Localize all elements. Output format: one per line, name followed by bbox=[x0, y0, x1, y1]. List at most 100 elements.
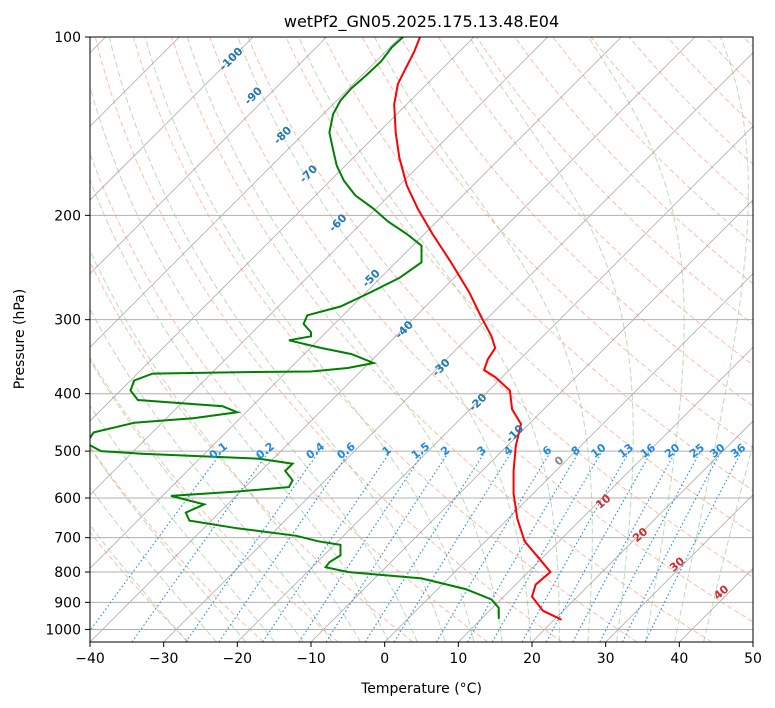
plot-frame bbox=[89, 36, 754, 643]
mixing-ratio-line bbox=[393, 450, 513, 642]
y-axis: 100 200 300 400 500 600 700 800 900 1000 bbox=[45, 30, 90, 638]
isotherm-line bbox=[90, 37, 622, 569]
isotherm-label: -30 bbox=[430, 356, 453, 379]
mixing-ratio-label: 36 bbox=[728, 441, 748, 461]
dry-adiabat-line bbox=[437, 37, 753, 366]
isotherm-label: -40 bbox=[393, 318, 416, 341]
moist-adiabat-line bbox=[108, 37, 446, 642]
moist-adiabat-line bbox=[298, 37, 560, 642]
y-tick-label: 300 bbox=[54, 313, 81, 329]
isotherm-line bbox=[752, 641, 753, 642]
moist-adiabat-line bbox=[587, 37, 685, 642]
moist-adiabat-line bbox=[144, 37, 475, 642]
moist-adiabat-line bbox=[374, 37, 593, 642]
y-tick-label: 500 bbox=[54, 444, 81, 460]
isotherm-line bbox=[531, 420, 753, 642]
mixing-ratio-label: 20 bbox=[662, 441, 682, 461]
isotherm-label: -90 bbox=[242, 84, 265, 107]
mixing-ratio-line bbox=[90, 450, 223, 632]
y-tick-label: 400 bbox=[54, 387, 81, 403]
y-tick-label: 800 bbox=[54, 565, 81, 581]
mixing-ratio-label: 1.5 bbox=[409, 440, 432, 462]
isotherm-line bbox=[90, 37, 254, 201]
isotherm-line bbox=[90, 37, 327, 275]
x-tick-label: 30 bbox=[597, 651, 615, 667]
dry-adiabat-line bbox=[323, 37, 753, 491]
mixing-ratio-line bbox=[131, 450, 270, 642]
chart-title: wetPf2_GN05.2025.175.13.48.E04 bbox=[284, 12, 559, 32]
isotherm-line bbox=[310, 199, 753, 642]
dry-adiabat-label: 30 bbox=[667, 554, 687, 574]
mixing-ratio-line bbox=[572, 450, 677, 642]
mixing-ratio-label: 25 bbox=[687, 441, 707, 461]
isotherm-lines bbox=[90, 37, 753, 642]
y-tick-label: 600 bbox=[54, 491, 81, 507]
dry-adiabat-line bbox=[285, 37, 753, 535]
x-tick-label: 50 bbox=[744, 651, 762, 667]
isotherm-line bbox=[605, 494, 753, 642]
dry-adiabat-label: 0 bbox=[552, 453, 566, 468]
dry-adiabat-line bbox=[514, 37, 753, 285]
moist-adiabat-line bbox=[90, 447, 247, 642]
x-tick-label: −40 bbox=[75, 651, 105, 667]
dry-adiabat-line bbox=[476, 37, 753, 325]
dry-adiabat-line bbox=[399, 37, 753, 407]
x-axis: −40 −30 −20 −10 0 10 20 30 40 50 bbox=[75, 642, 762, 667]
y-tick-label: 100 bbox=[54, 30, 81, 46]
dry-adiabat-line bbox=[743, 37, 753, 48]
mixing-ratio-label: 0.6 bbox=[334, 440, 358, 462]
dry-adiabat-line bbox=[171, 37, 712, 642]
sounding-profiles bbox=[90, 37, 562, 621]
y-tick-label: 900 bbox=[54, 595, 81, 611]
pressure-grid-lines bbox=[90, 37, 753, 630]
x-tick-label: −20 bbox=[223, 651, 253, 667]
isotherm-line bbox=[384, 273, 753, 642]
isotherm-line bbox=[90, 37, 401, 348]
mixing-ratio-lines bbox=[90, 450, 743, 642]
moist-adiabat-line bbox=[237, 37, 532, 642]
isotherm-label: -10 bbox=[503, 422, 526, 445]
x-tick-label: 20 bbox=[523, 651, 541, 667]
dry-adiabat-line bbox=[90, 446, 264, 642]
mixing-ratio-label: 10 bbox=[588, 441, 608, 461]
mixing-ratio-label: 16 bbox=[638, 441, 658, 461]
moist-adiabat-line bbox=[90, 524, 188, 642]
mixing-ratio-label: 0.1 bbox=[207, 440, 230, 462]
isotherm-line bbox=[237, 125, 753, 642]
dry-adiabat-line bbox=[704, 37, 753, 87]
mixing-ratio-line bbox=[545, 450, 653, 642]
dry-adiabat-line bbox=[90, 531, 190, 642]
moist-adiabat-line bbox=[90, 84, 418, 642]
moist-adiabat-line bbox=[90, 178, 390, 642]
mixing-ratio-line bbox=[185, 450, 320, 642]
dry-adiabat-line bbox=[132, 37, 638, 642]
mixing-ratio-line bbox=[521, 450, 630, 642]
dry-adiabat-line bbox=[666, 37, 753, 126]
dry-adiabat-line bbox=[361, 37, 753, 449]
y-axis-title: Pressure (hPa) bbox=[12, 289, 28, 389]
y-tick-label: 1000 bbox=[45, 622, 81, 638]
moist-adiabat-line bbox=[186, 37, 503, 642]
dry-adiabat-line bbox=[90, 356, 339, 642]
dry-adiabat-line bbox=[90, 260, 414, 642]
x-tick-label: 0 bbox=[380, 651, 389, 667]
isotherm-line bbox=[90, 37, 475, 422]
line-labels: 0.1 0.2 0.4 0.6 1 1.5 2 3 4 6 8 10 13 16 20 25 30 36-100-… bbox=[207, 44, 749, 602]
moist-adiabat-line bbox=[90, 404, 275, 642]
mixing-ratio-line bbox=[218, 450, 351, 642]
moist-adiabat-line bbox=[703, 441, 753, 642]
mixing-ratio-line bbox=[325, 450, 450, 642]
moist-adiabat-line bbox=[90, 249, 362, 642]
isotherm-label: -50 bbox=[360, 267, 383, 290]
dry-adiabat-line bbox=[552, 37, 753, 245]
mixing-ratio-line bbox=[467, 450, 580, 642]
mixing-ratio-line bbox=[644, 450, 743, 642]
x-axis-title: Temperature (°C) bbox=[360, 681, 482, 697]
y-tick-label: 200 bbox=[54, 208, 81, 224]
plot-area: 0.1 0.2 0.4 0.6 1 1.5 2 3 4 6 8 10 13 16 20 25 30 36-100-… bbox=[90, 37, 753, 642]
isotherm-line bbox=[90, 37, 696, 642]
x-tick-label: −30 bbox=[149, 651, 179, 667]
moist-adiabat-lines bbox=[90, 37, 753, 642]
x-tick-label: 10 bbox=[449, 651, 467, 667]
